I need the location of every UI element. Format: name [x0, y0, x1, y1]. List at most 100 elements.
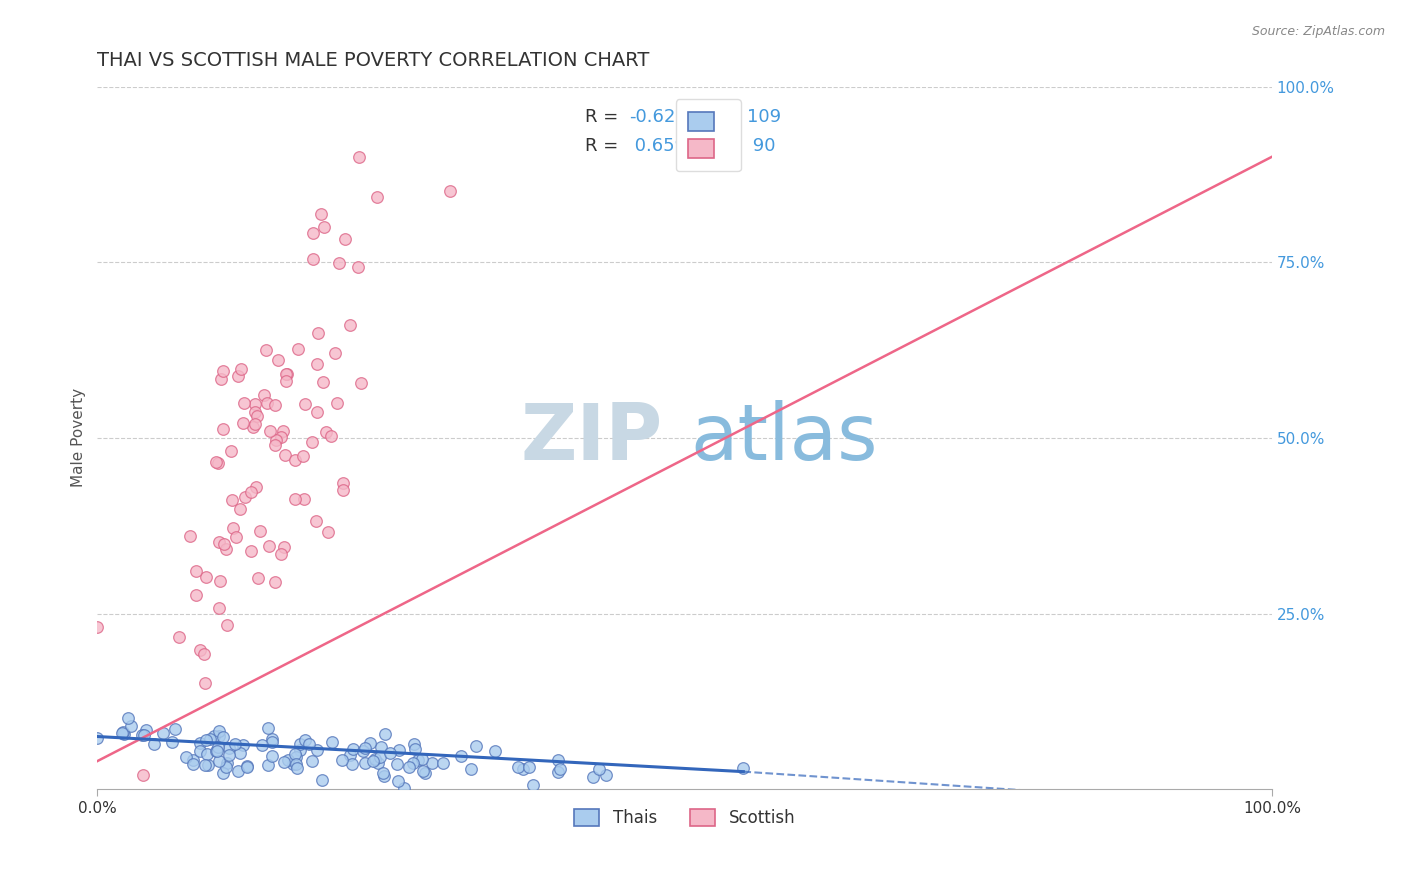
Point — [305, 514, 328, 528]
Point — [404, 742, 426, 756]
Point — [460, 762, 482, 776]
Point — [193, 647, 215, 661]
Point — [285, 757, 308, 772]
Point — [208, 754, 231, 768]
Point — [330, 753, 353, 767]
Point — [588, 763, 610, 777]
Point — [194, 676, 217, 690]
Point — [208, 601, 231, 615]
Point — [208, 534, 231, 549]
Point — [214, 537, 236, 551]
Point — [233, 490, 256, 504]
Point — [370, 739, 392, 754]
Point — [207, 456, 229, 470]
Point — [225, 530, 247, 544]
Point — [339, 318, 361, 332]
Point — [117, 710, 139, 724]
Point — [226, 368, 249, 383]
Point — [165, 722, 187, 736]
Text: THAI VS SCOTTISH MALE POVERTY CORRELATION CHART: THAI VS SCOTTISH MALE POVERTY CORRELATIO… — [97, 51, 650, 70]
Point — [301, 434, 323, 449]
Point — [186, 564, 208, 578]
Point — [232, 416, 254, 430]
Point — [287, 342, 309, 356]
Point — [347, 260, 370, 275]
Point — [211, 766, 233, 780]
Point — [179, 529, 201, 543]
Point — [411, 752, 433, 766]
Point — [294, 397, 316, 411]
Point — [373, 769, 395, 783]
Point — [321, 734, 343, 748]
Point — [274, 368, 297, 382]
Point — [256, 721, 278, 735]
Point — [276, 374, 298, 388]
Point — [245, 480, 267, 494]
Point — [301, 226, 323, 240]
Text: N =: N = — [696, 136, 748, 154]
Point — [413, 766, 436, 780]
Point — [232, 396, 254, 410]
Point — [519, 760, 541, 774]
Point — [188, 743, 211, 757]
Point — [366, 190, 388, 204]
Point — [388, 742, 411, 756]
Point — [733, 761, 755, 775]
Point — [284, 453, 307, 467]
Point — [215, 756, 238, 771]
Text: 90: 90 — [747, 136, 775, 154]
Point — [363, 754, 385, 768]
Point — [392, 780, 415, 795]
Point — [285, 750, 308, 764]
Point — [236, 760, 259, 774]
Point — [167, 631, 190, 645]
Point — [316, 524, 339, 539]
Point — [212, 364, 235, 378]
Point — [263, 574, 285, 589]
Point — [226, 764, 249, 778]
Point — [323, 346, 346, 360]
Text: 109: 109 — [747, 108, 780, 126]
Point — [367, 756, 389, 770]
Point — [402, 756, 425, 770]
Point — [232, 738, 254, 752]
Point — [209, 574, 232, 589]
Point — [465, 739, 488, 753]
Point — [332, 483, 354, 498]
Point — [260, 748, 283, 763]
Point — [290, 743, 312, 757]
Text: ZIP: ZIP — [520, 400, 662, 475]
Point — [198, 731, 221, 746]
Point — [253, 387, 276, 401]
Point — [387, 774, 409, 789]
Point — [240, 485, 263, 500]
Point — [290, 737, 312, 751]
Point — [249, 524, 271, 538]
Point — [132, 728, 155, 742]
Point — [439, 184, 461, 198]
Point — [205, 744, 228, 758]
Text: R =: R = — [585, 108, 624, 126]
Point — [349, 150, 371, 164]
Point — [292, 450, 315, 464]
Point — [221, 493, 243, 508]
Point — [319, 428, 342, 442]
Point — [205, 743, 228, 757]
Point — [202, 729, 225, 743]
Point — [215, 617, 238, 632]
Point — [354, 741, 377, 756]
Point — [412, 764, 434, 778]
Point — [208, 723, 231, 738]
Point — [247, 571, 270, 585]
Point — [380, 746, 402, 760]
Point — [256, 396, 278, 410]
Point — [340, 756, 363, 771]
Point — [273, 756, 295, 770]
Point — [364, 752, 387, 766]
Point — [142, 737, 165, 751]
Point — [307, 743, 329, 757]
Point — [359, 736, 381, 750]
Point — [522, 778, 544, 792]
Point — [267, 352, 290, 367]
Point — [312, 375, 335, 389]
